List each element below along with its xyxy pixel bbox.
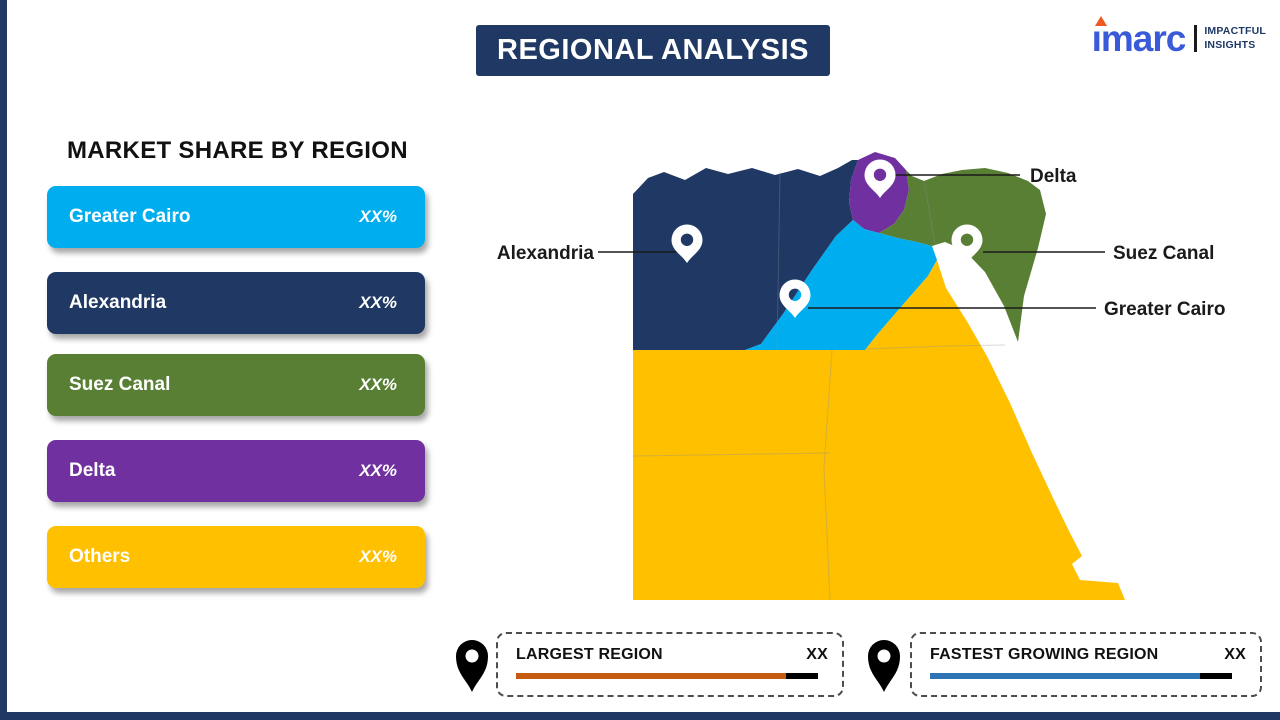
share-bar-others: Others XX% bbox=[47, 526, 425, 588]
share-bar-label: Others bbox=[69, 546, 131, 567]
callout-label-greater-cairo: Greater Cairo bbox=[1104, 299, 1225, 320]
callout-label-delta: Delta bbox=[1030, 166, 1077, 187]
share-bar-label: Greater Cairo bbox=[69, 206, 191, 227]
region-others bbox=[633, 260, 1125, 600]
frame-left-border bbox=[0, 0, 7, 720]
share-bar-label: Suez Canal bbox=[69, 374, 171, 395]
internal-border bbox=[923, 179, 936, 246]
map-pin-delta bbox=[864, 159, 896, 198]
fastest-growing-pin-icon bbox=[868, 640, 900, 692]
share-bar-greater-cairo: Greater Cairo XX% bbox=[47, 186, 425, 248]
frame-bottom-border bbox=[0, 712, 1280, 720]
share-bar-value: XX% bbox=[359, 207, 397, 226]
callout-label-suez-canal: Suez Canal bbox=[1113, 243, 1214, 264]
fastest-growing-bar-end bbox=[1200, 673, 1232, 679]
fastest-growing-bar bbox=[930, 673, 1232, 679]
share-bar-label: Alexandria bbox=[69, 292, 167, 313]
fastest-growing-legend: FASTEST GROWING REGION XX bbox=[910, 632, 1262, 697]
imarc-logo: ımarc IMPACTFUL INSIGHTS bbox=[1092, 16, 1266, 57]
largest-region-legend: LARGEST REGION XX bbox=[496, 632, 844, 697]
internal-border bbox=[864, 344, 1006, 350]
map-pin-suez-canal bbox=[951, 224, 983, 263]
internal-border bbox=[632, 452, 831, 457]
share-bar-alexandria: Alexandria XX% bbox=[47, 272, 425, 334]
region-greater-cairo bbox=[745, 220, 937, 350]
largest-region-bar bbox=[516, 673, 818, 679]
largest-region-bar-fill bbox=[516, 673, 786, 679]
largest-region-label: LARGEST REGION bbox=[516, 646, 663, 663]
largest-region-bar-end bbox=[786, 673, 818, 679]
imarc-wordmark: ımarc bbox=[1092, 16, 1186, 57]
internal-border bbox=[823, 349, 833, 601]
share-bar-suez-canal: Suez Canal XX% bbox=[47, 354, 425, 416]
share-bar-value: XX% bbox=[359, 375, 397, 394]
share-bar-value: XX% bbox=[359, 293, 397, 312]
logo-brand-text: ımarc bbox=[1091, 18, 1187, 59]
market-share-heading: MARKET SHARE BY REGION bbox=[67, 137, 408, 164]
largest-region-pin-icon bbox=[456, 640, 488, 692]
egypt-map: Delta Alexandria Suez Canal Greater Cair… bbox=[480, 148, 1270, 618]
logo-triangle-icon bbox=[1094, 16, 1107, 26]
share-bar-value: XX% bbox=[359, 547, 397, 566]
share-bar-label: Delta bbox=[69, 460, 116, 481]
share-bar-value: XX% bbox=[359, 461, 397, 480]
logo-tagline-line1: IMPACTFUL bbox=[1204, 25, 1266, 37]
page-title: REGIONAL ANALYSIS bbox=[476, 25, 830, 76]
callout-label-alexandria: Alexandria bbox=[497, 243, 595, 264]
map-pin-greater-cairo bbox=[779, 279, 811, 318]
logo-tagline: IMPACTFUL INSIGHTS bbox=[1194, 25, 1266, 53]
fastest-growing-value: XX bbox=[1224, 646, 1246, 663]
share-bar-delta: Delta XX% bbox=[47, 440, 425, 502]
fastest-growing-bar-fill bbox=[930, 673, 1200, 679]
map-pin-alexandria bbox=[671, 224, 703, 263]
region-alexandria bbox=[633, 160, 858, 350]
internal-border bbox=[776, 171, 781, 351]
largest-region-value: XX bbox=[806, 646, 828, 663]
logo-tagline-line2: INSIGHTS bbox=[1204, 38, 1256, 51]
fastest-growing-label: FASTEST GROWING REGION bbox=[930, 646, 1159, 663]
region-suez-canal bbox=[879, 168, 1046, 342]
